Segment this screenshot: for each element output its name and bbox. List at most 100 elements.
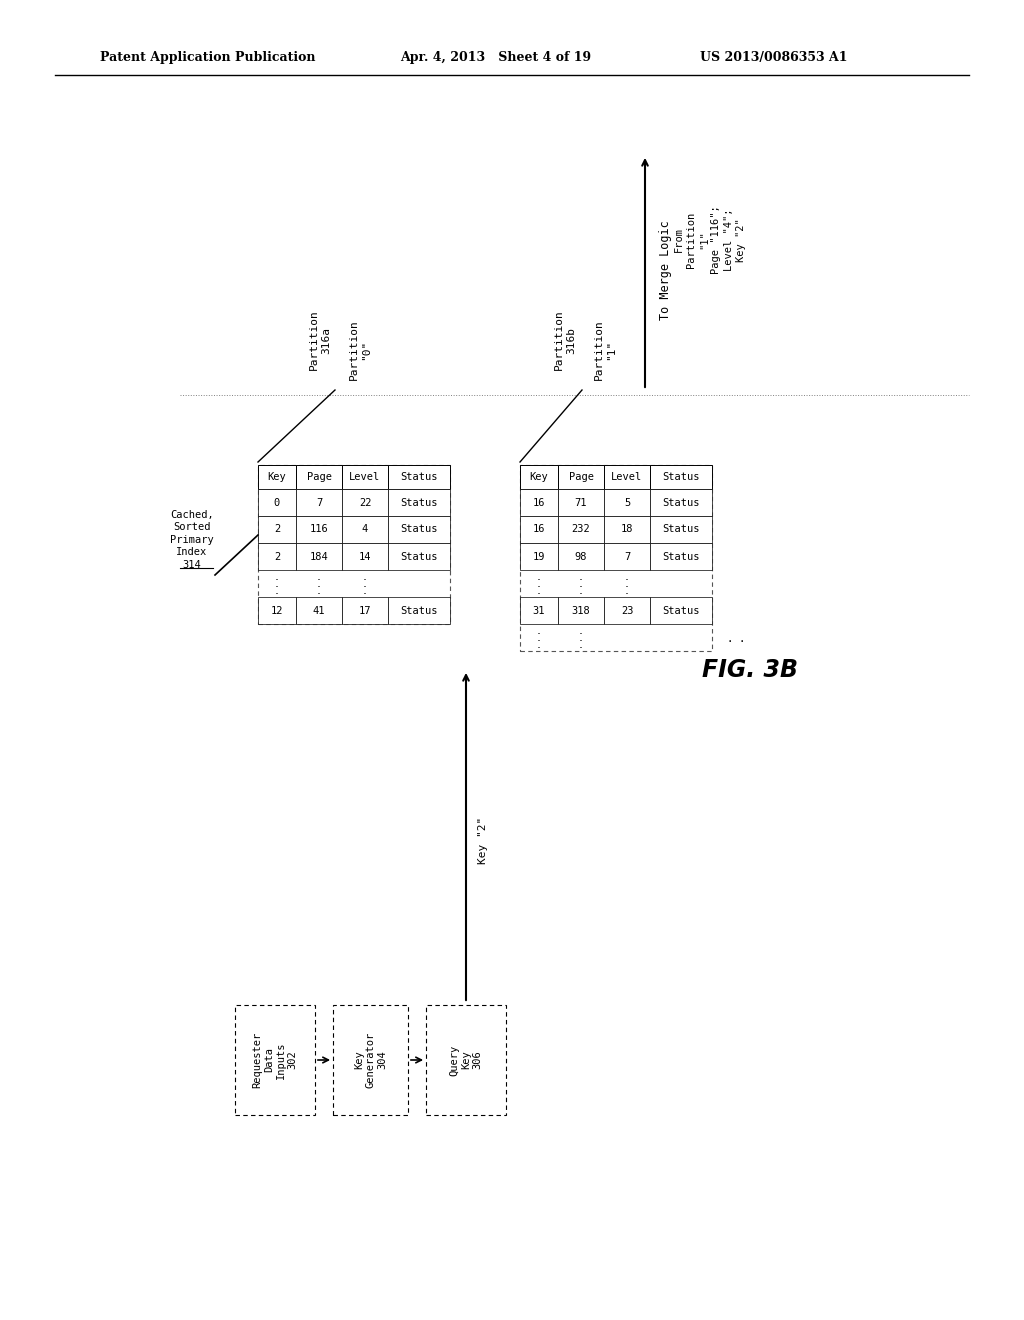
Text: Status: Status [663,606,699,615]
Text: 232: 232 [571,524,591,535]
Text: Partition
"0": Partition "0" [349,319,371,380]
Text: 4: 4 [361,524,368,535]
Bar [342,488,388,516]
Text: 22: 22 [358,498,372,507]
Bar [342,465,388,488]
Text: 318: 318 [571,606,591,615]
Bar [258,543,296,570]
Text: Cached,
Sorted
Primary
Index
314: Cached, Sorted Primary Index 314 [170,510,214,570]
Text: Level: Level [611,473,643,482]
Text: .: . [275,577,279,590]
Bar [650,543,712,570]
Text: 14: 14 [358,552,372,561]
Text: .: . [537,624,541,638]
Text: 41: 41 [312,606,326,615]
Text: Page: Page [306,473,332,482]
Text: 17: 17 [358,606,372,615]
Bar [558,597,604,624]
Text: 7: 7 [624,552,630,561]
Bar [296,543,342,570]
Text: 31: 31 [532,606,545,615]
Bar [342,543,388,570]
Text: 2: 2 [273,552,281,561]
Text: .: . [579,583,583,597]
Text: Status: Status [400,498,437,507]
Bar [258,516,296,543]
Text: 7: 7 [315,498,323,507]
Bar [650,516,712,543]
Text: Status: Status [663,473,699,482]
Text: 184: 184 [309,552,329,561]
Text: 19: 19 [532,552,545,561]
Text: Status: Status [400,606,437,615]
Text: .: . [317,570,321,583]
Bar [520,516,558,543]
Text: .: . [362,577,367,590]
Text: .: . [625,577,629,590]
Text: Status: Status [663,524,699,535]
Text: .: . [625,570,629,583]
Text: .: . [579,638,583,651]
Text: Page: Page [568,473,594,482]
Text: Query
Key
306: Query Key 306 [450,1044,482,1076]
Bar [426,1005,506,1115]
Bar [296,597,342,624]
Text: .: . [537,631,541,644]
Bar [296,465,342,488]
Bar [604,488,650,516]
Bar [604,516,650,543]
Text: Requester
Data
Inputs
302: Requester Data Inputs 302 [253,1032,297,1088]
Text: Status: Status [663,498,699,507]
Text: To Merge Logic: To Merge Logic [659,220,672,319]
Bar [650,488,712,516]
Text: Partition
316b: Partition 316b [554,310,575,371]
Text: Status: Status [400,473,437,482]
Text: Key
Generator
304: Key Generator 304 [354,1032,387,1088]
Bar [342,516,388,543]
Text: Key "2": Key "2" [478,816,488,863]
Bar [558,465,604,488]
Bar [388,516,450,543]
Text: 23: 23 [621,606,633,615]
Bar [520,488,558,516]
Text: Key: Key [529,473,549,482]
Bar [388,543,450,570]
Text: .: . [362,570,367,583]
Bar [258,597,296,624]
Bar [558,516,604,543]
Text: 98: 98 [574,552,587,561]
Text: 2: 2 [273,524,281,535]
Text: .: . [728,631,732,644]
Bar [388,488,450,516]
Bar [258,465,450,624]
Bar [604,597,650,624]
Text: Patent Application Publication: Patent Application Publication [100,51,315,65]
Text: .: . [362,583,367,597]
Text: 12: 12 [270,606,284,615]
Text: FIG. 3B: FIG. 3B [702,657,798,682]
Bar [388,597,450,624]
Bar [234,1005,315,1115]
Text: .: . [537,583,541,597]
Text: 5: 5 [624,498,630,507]
Text: Key: Key [267,473,287,482]
Text: Status: Status [663,552,699,561]
Bar [296,516,342,543]
Text: .: . [537,638,541,651]
Text: .: . [537,570,541,583]
Text: .: . [317,583,321,597]
Text: 71: 71 [574,498,587,507]
Bar [388,465,450,488]
Text: .: . [275,570,279,583]
Bar [650,597,712,624]
Text: .: . [317,577,321,590]
Text: Level: Level [349,473,381,482]
Bar [604,543,650,570]
Bar [342,597,388,624]
Bar [650,465,712,488]
Bar [520,597,558,624]
Text: Partition
316a: Partition 316a [309,310,331,371]
Text: .: . [579,624,583,638]
Text: .: . [537,577,541,590]
Bar [604,465,650,488]
